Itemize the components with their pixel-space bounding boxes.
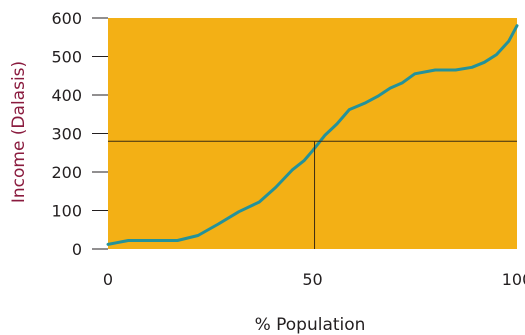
income-line — [106, 24, 519, 246]
y-tick-label: 100 — [51, 202, 82, 221]
y-tick-label: 500 — [51, 48, 82, 67]
x-axis-label: % Population — [255, 315, 366, 335]
y-tick-label: 300 — [51, 125, 82, 144]
y-axis: 0 100 200 300 400 500 600 — [51, 9, 108, 259]
y-axis-label: Income (Dalasis) — [9, 61, 29, 203]
plot-background — [108, 18, 517, 249]
x-tick-label: 50 — [302, 270, 322, 289]
x-tick-label: 100 — [502, 270, 525, 289]
y-tick-label: 0 — [72, 240, 82, 259]
y-tick-label: 600 — [51, 9, 82, 28]
x-tick-label: 0 — [103, 270, 113, 289]
y-tick-label: 400 — [51, 86, 82, 105]
y-tick-label: 200 — [51, 163, 82, 182]
x-axis-ticks: 0 50 100 — [103, 270, 525, 289]
